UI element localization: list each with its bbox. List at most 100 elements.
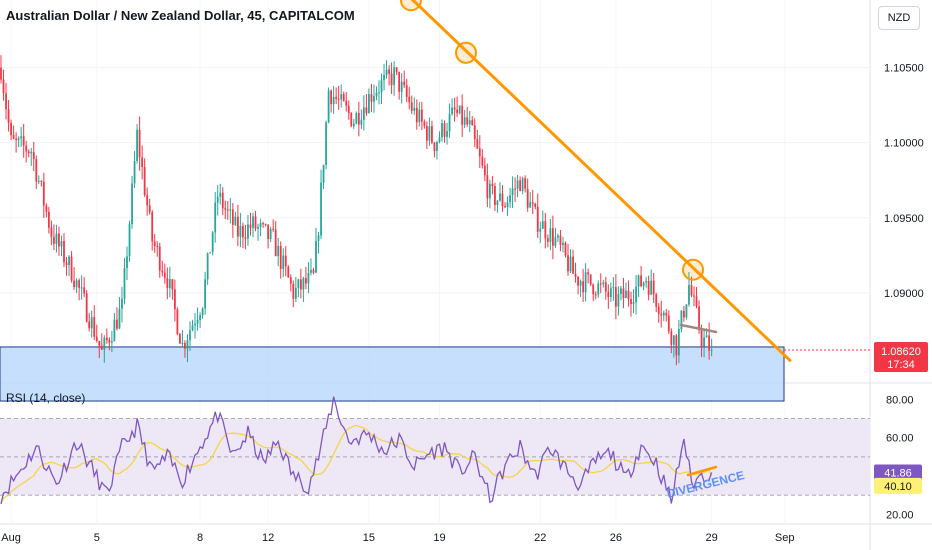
candle-body [559, 235, 562, 245]
candle-body [592, 284, 595, 295]
candle-body [242, 225, 244, 238]
price-tick-label: 1.09500 [884, 213, 924, 225]
candle-body [47, 211, 50, 228]
candle-body [60, 241, 63, 247]
candle-body [448, 114, 451, 132]
candle-body [398, 71, 401, 92]
time-tick-label: 5 [94, 532, 100, 544]
candle-body [557, 235, 559, 238]
candle-body [642, 282, 645, 287]
candle-body [441, 123, 443, 138]
candle-body [211, 232, 214, 253]
rsi-tick-label: 20.00 [886, 509, 914, 521]
candle-body [607, 291, 610, 298]
rsi-indicator-title[interactable]: RSI (14, close) [6, 391, 86, 405]
rsi-divergence-line[interactable] [686, 465, 718, 477]
candle-body [620, 288, 622, 295]
candle-body [428, 126, 431, 141]
resistance-trendline[interactable] [350, 0, 792, 362]
candle-body [5, 93, 7, 110]
candle-body [50, 227, 53, 237]
candle-body [219, 192, 222, 197]
candle-body [708, 335, 711, 351]
candle-body [577, 276, 579, 286]
candle-body [597, 283, 600, 295]
candle-body [418, 109, 421, 123]
candle-body [549, 228, 552, 242]
candle-body [635, 286, 637, 303]
touch-point-circle[interactable] [400, 0, 422, 12]
candle-body [254, 216, 257, 229]
candle-body [408, 97, 411, 103]
candle-body [541, 221, 544, 229]
time-tick-label: 26 [610, 532, 622, 544]
candle-body [395, 67, 398, 72]
candle-body [133, 161, 136, 184]
candle-body [494, 185, 496, 206]
candle-body [655, 294, 658, 307]
candle-body [191, 325, 194, 331]
candle-body [126, 256, 128, 269]
candle-body [32, 151, 35, 160]
candle-body [501, 193, 504, 207]
candle-body [579, 281, 582, 286]
candle-body [710, 349, 713, 351]
candle-body [584, 272, 587, 293]
candle-body [531, 202, 534, 204]
support-zone-rect[interactable] [0, 346, 785, 402]
candle-body [670, 331, 673, 345]
candle-body [302, 278, 305, 290]
candle-body [645, 280, 648, 283]
candle-body [166, 277, 169, 289]
time-tick-label: 22 [534, 532, 546, 544]
candle-body [567, 255, 569, 272]
candle-body [262, 223, 264, 225]
rsi-tick-label: 80.00 [886, 394, 914, 406]
candle-body [622, 288, 625, 299]
touch-point-circle[interactable] [455, 41, 477, 64]
candle-body [483, 165, 486, 176]
touch-point-circle[interactable] [682, 258, 704, 281]
trendline-group[interactable] [350, 0, 792, 362]
candle-body [307, 272, 310, 284]
candle-body [312, 269, 315, 273]
candle-body [347, 105, 350, 114]
candle-body [461, 105, 464, 125]
candle-body [511, 188, 514, 196]
rsi-ma-value: 40.10 [884, 481, 912, 493]
candle-body [657, 306, 660, 314]
candle-body [375, 92, 378, 97]
candle-body [451, 107, 453, 115]
price-divergence-line[interactable] [679, 323, 718, 334]
symbol-title[interactable]: Australian Dollar / New Zealand Dollar, … [6, 8, 355, 23]
candle-body [693, 295, 695, 297]
candle-body [340, 94, 343, 100]
last-price-value: 1.08620 [881, 346, 921, 358]
candle-body [564, 242, 567, 256]
candle-body [604, 282, 607, 292]
candle-body [181, 342, 184, 344]
candle-body [675, 335, 678, 356]
support-zone[interactable] [0, 346, 870, 402]
candle-body [88, 321, 91, 329]
currency-button[interactable]: NZD [878, 6, 920, 30]
candle-body [22, 136, 25, 146]
candle-body [116, 319, 118, 329]
candle-body [521, 178, 524, 191]
candle-body [42, 181, 45, 206]
candle-body [90, 317, 93, 329]
candle-body [357, 113, 360, 125]
candle-body [68, 256, 70, 266]
candle-body [393, 67, 396, 86]
candle-body [332, 96, 335, 105]
candle-body [244, 237, 247, 239]
candle-body [73, 280, 75, 288]
candle-body [650, 280, 653, 295]
candle-body [320, 182, 322, 236]
rsi-line [0, 396, 713, 505]
candle-body [100, 345, 103, 350]
candle-body [85, 293, 88, 322]
candle-body [476, 138, 479, 149]
